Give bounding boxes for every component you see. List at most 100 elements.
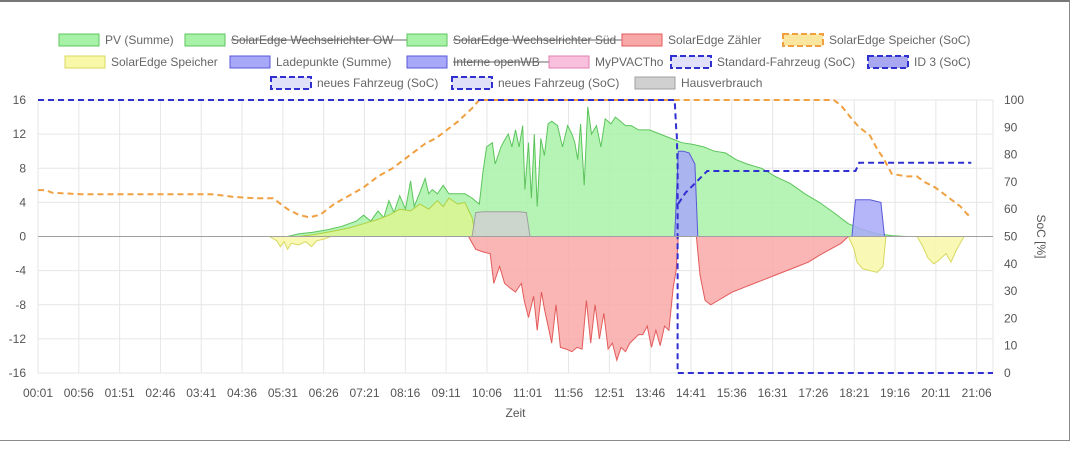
x-tick-label: 03:41 <box>186 386 216 400</box>
y-tick-label: 12 <box>13 127 27 141</box>
y2-axis-title: SoC [%] <box>1034 214 1048 258</box>
series-area <box>298 198 480 237</box>
x-tick-label: 21:06 <box>962 386 992 400</box>
legend-label: Standard-Fahrzeug (SoC) <box>717 55 855 69</box>
legend-swatch <box>406 33 448 47</box>
y2-tick-label: 50 <box>1004 230 1018 244</box>
legend-swatch <box>548 55 590 69</box>
x-tick-label: 08:16 <box>390 386 420 400</box>
series-area <box>472 211 530 237</box>
y2-tick-label: 0 <box>1004 366 1011 380</box>
x-tick-label: 09:11 <box>432 386 461 400</box>
series-soc-line <box>677 161 972 205</box>
legend-item[interactable]: ID 3 (SoC) <box>867 55 971 69</box>
x-tick-label: 07:21 <box>349 386 379 400</box>
x-tick-label: 04:36 <box>227 386 257 400</box>
legend-swatch <box>64 55 106 69</box>
series-area <box>38 106 993 237</box>
legend-swatch <box>621 33 663 47</box>
legend-swatch <box>670 55 712 69</box>
series-line <box>468 236 849 362</box>
legend-swatch <box>270 76 312 90</box>
legend-item[interactable]: Hausverbrauch <box>634 76 762 90</box>
y-tick-label: 8 <box>19 161 26 175</box>
x-tick-label: 12:51 <box>594 386 624 400</box>
x-tick-label: 13:46 <box>635 386 665 400</box>
y2-tick-label: 30 <box>1004 284 1018 298</box>
legend-label: PV (Summe) <box>105 33 174 47</box>
legend-label: SolarEdge Speicher <box>111 55 218 69</box>
legend-label: SolarEdge Speicher (SoC) <box>829 33 970 47</box>
legend-label: MyPVACTho <box>595 55 664 69</box>
x-tick-label: 05:31 <box>268 386 298 400</box>
legend-label: neues Fahrzeug (SoC) <box>498 76 619 90</box>
y2-tick-label: 20 <box>1004 311 1018 325</box>
y-tick-label: -4 <box>15 264 26 278</box>
x-tick-label: 10:06 <box>472 386 502 400</box>
x-tick-label: 02:46 <box>145 386 175 400</box>
x-tick-label: 18:21 <box>839 386 869 400</box>
x-tick-label: 11:01 <box>513 386 542 400</box>
y2-tick-label: 100 <box>1004 93 1024 107</box>
x-tick-label: 01:51 <box>105 386 135 400</box>
legend-swatch <box>184 33 226 47</box>
legend-item[interactable]: SolarEdge Wechselrichter Süd <box>406 33 647 47</box>
y2-tick-label: 90 <box>1004 120 1018 134</box>
y-tick-label: -12 <box>9 332 27 346</box>
legend-item[interactable]: neues Fahrzeug (SoC) <box>270 76 438 90</box>
legend-item[interactable]: Interne openWB <box>406 55 550 69</box>
y2-tick-label: 10 <box>1004 339 1018 353</box>
legend-swatch <box>867 55 909 69</box>
legend-item[interactable]: neues Fahrzeug (SoC) <box>451 76 619 90</box>
x-tick-label: 16:31 <box>758 386 788 400</box>
legend-swatch <box>229 55 271 69</box>
legend-item[interactable]: PV (Summe) <box>58 33 174 47</box>
x-tick-label: 14:41 <box>676 386 706 400</box>
chart-frame: PV (Summe) SolarEdge Wechselrichter OW Sol… <box>0 0 1070 441</box>
x-tick-label: 11:56 <box>554 386 583 400</box>
y2-tick-label: 70 <box>1004 175 1018 189</box>
legend-item[interactable]: SolarEdge Speicher (SoC) <box>782 33 970 47</box>
y2-tick-label: 60 <box>1004 202 1018 216</box>
series-area <box>468 236 849 361</box>
y-tick-label: -16 <box>9 366 27 380</box>
y-tick-label: 4 <box>19 195 26 209</box>
legend-item[interactable]: Standard-Fahrzeug (SoC) <box>670 55 855 69</box>
x-tick-label: 00:56 <box>64 386 94 400</box>
legend-item[interactable]: SolarEdge Wechselrichter OW <box>184 33 418 47</box>
x-tick-label: 19:16 <box>880 386 910 400</box>
series-line <box>298 197 480 237</box>
legend-label: ID 3 (SoC) <box>914 55 971 69</box>
y2-tick-label: 40 <box>1004 257 1018 271</box>
legend: PV (Summe) SolarEdge Wechselrichter OW Sol… <box>58 33 971 90</box>
legend-item[interactable]: SolarEdge Zähler <box>621 33 761 47</box>
legend-swatch <box>58 33 100 47</box>
legend-item[interactable]: MyPVACTho <box>548 55 664 69</box>
plot-area <box>38 99 993 374</box>
series-soc-line <box>38 99 972 219</box>
chart-svg: PV (Summe) SolarEdge Wechselrichter OW Sol… <box>9 33 1048 420</box>
x-tick-label: 15:36 <box>717 386 747 400</box>
x-tick-label: 06:26 <box>309 386 339 400</box>
legend-label: Hausverbrauch <box>681 76 762 90</box>
legend-label: neues Fahrzeug (SoC) <box>317 76 438 90</box>
x-tick-label: 17:26 <box>798 386 828 400</box>
legend-label: Ladepunkte (Summe) <box>276 55 391 69</box>
x-tick-label: 20:11 <box>921 386 950 400</box>
series-line <box>471 211 531 237</box>
series-area <box>674 151 885 237</box>
x-axis-title: Zeit <box>505 406 526 420</box>
y2-tick-label: 80 <box>1004 148 1018 162</box>
legend-swatch <box>782 33 824 47</box>
series-area <box>269 236 993 273</box>
legend-label: SolarEdge Zähler <box>668 33 761 47</box>
series-soc-line <box>38 99 993 374</box>
y-tick-label: 0 <box>19 230 26 244</box>
legend-item[interactable]: Ladepunkte (Summe) <box>229 55 391 69</box>
y-tick-label: -8 <box>15 298 26 312</box>
axes: -16 -12 -8 -4 0 4 8 12 16 0 10 20 30 40 50 60 70 80 90 100 0… <box>9 93 1048 420</box>
legend-swatch <box>634 76 676 90</box>
legend-item[interactable]: SolarEdge Speicher <box>64 55 218 69</box>
x-tick-label: 00:01 <box>23 386 53 400</box>
legend-swatch <box>406 55 448 69</box>
